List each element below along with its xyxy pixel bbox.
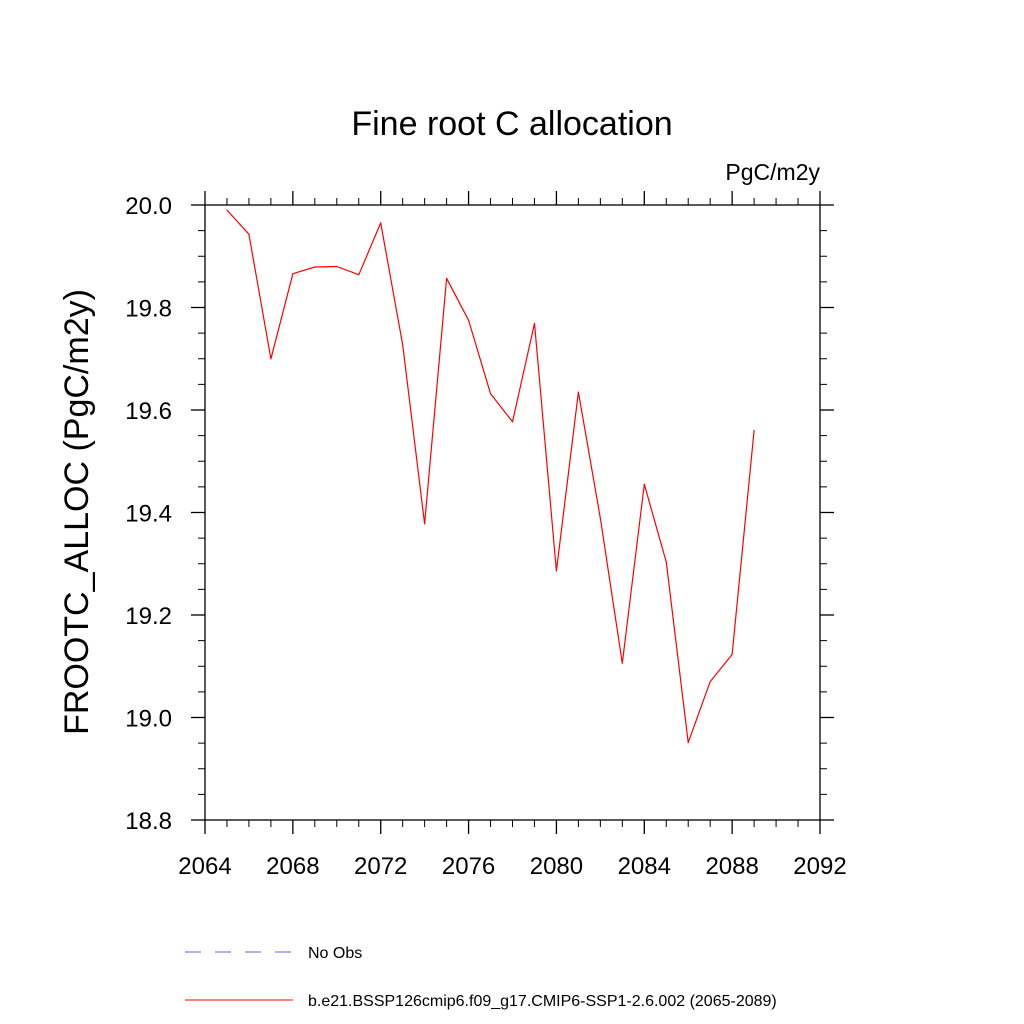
x-tick-label: 2068 — [266, 853, 319, 880]
data-point — [555, 570, 558, 572]
x-tick-label: 2084 — [618, 853, 671, 880]
data-point — [533, 322, 536, 324]
data-point — [731, 653, 733, 656]
data-point — [753, 429, 755, 432]
plot-frame — [204, 204, 821, 821]
data-point — [687, 742, 689, 744]
data-point — [621, 662, 623, 664]
x-tick-label: 2088 — [705, 853, 758, 880]
data-point — [599, 518, 602, 520]
y-tick-label: 19.6 — [125, 398, 172, 425]
legend-label: No Obs — [308, 945, 362, 962]
y-tick-labels: 18.8 19.0 19.2 19.4 19.6 19.8 20.0 — [125, 193, 172, 835]
x-tick-label: 2072 — [354, 853, 407, 880]
data-point — [336, 265, 338, 268]
x-tick-labels: 2064 2068 2072 2076 2080 2084 2088 2092 — [178, 853, 846, 880]
x-tick-label: 2076 — [442, 853, 495, 880]
y-tick-label: 18.8 — [125, 808, 172, 835]
legend-label: b.e21.BSSP126cmip6.f09_g17.CMIP6-SSP1-2.… — [308, 993, 777, 1010]
series-line — [226, 209, 755, 744]
legend: No Obs b.e21.BSSP126cmip6.f09_g17.CMIP6-S… — [185, 945, 777, 1010]
y-tick-label: 19.8 — [125, 296, 172, 323]
data-point — [709, 681, 711, 683]
data-point — [446, 277, 448, 279]
data-point — [248, 233, 250, 235]
data-point — [489, 393, 492, 395]
data-point — [226, 209, 228, 211]
data-point — [643, 483, 645, 485]
data-point — [665, 561, 667, 563]
y-tick-label: 19.4 — [125, 501, 172, 528]
data-point — [577, 391, 580, 393]
y-tick-label: 19.0 — [125, 706, 172, 733]
data-point — [402, 344, 404, 346]
x-tick-label: 2080 — [530, 853, 583, 880]
chart-title: Fine root C allocation — [351, 105, 672, 143]
data-point — [270, 358, 272, 360]
x-tick-label: 2092 — [793, 853, 846, 880]
data-point — [292, 273, 294, 275]
series-layer — [226, 209, 755, 744]
y-tick-label: 20.0 — [125, 193, 172, 220]
data-point — [358, 274, 360, 276]
x-tick-label: 2064 — [178, 853, 231, 880]
axis-ticks — [191, 191, 834, 834]
data-point — [314, 266, 316, 268]
data-point — [511, 421, 514, 423]
data-point — [424, 523, 426, 525]
y-axis-label: FROOTC_ALLOC (PgC/m2y) — [58, 289, 96, 735]
units-label: PgC/m2y — [725, 159, 820, 185]
data-point — [468, 319, 470, 321]
y-tick-label: 19.2 — [125, 603, 172, 630]
data-point — [380, 222, 382, 224]
